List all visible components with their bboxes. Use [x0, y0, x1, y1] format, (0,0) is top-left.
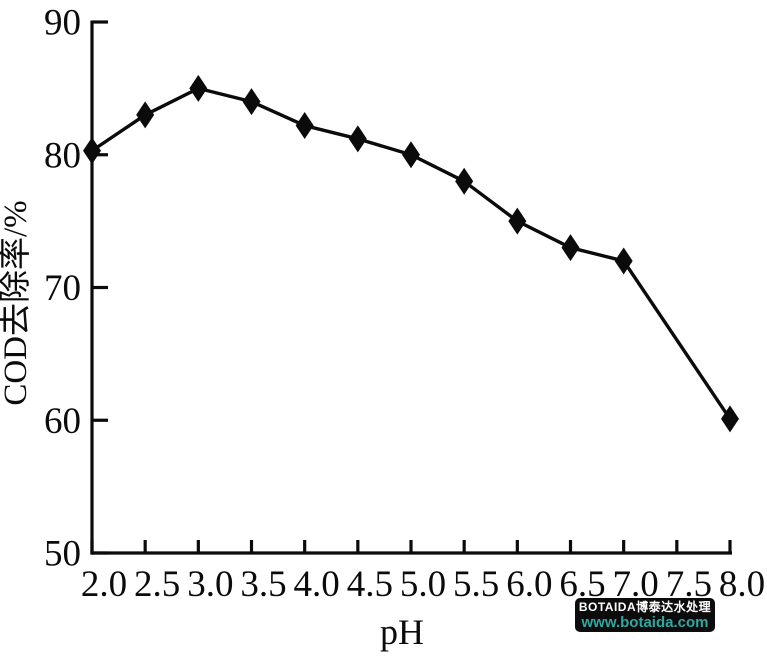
watermark-url-text: www.botaida.com — [581, 613, 709, 631]
x-tick-label: 6.0 — [506, 564, 552, 605]
y-tick-label: 50 — [44, 534, 81, 575]
series-line — [91, 86, 732, 420]
data-point-marker — [83, 137, 101, 165]
axes — [90, 20, 732, 555]
data-point-marker — [721, 405, 739, 433]
x-axis-title: pH — [380, 612, 424, 652]
x-tick-label: 4.0 — [294, 564, 340, 605]
data-point-marker — [295, 112, 314, 140]
x-tick-label: 5.0 — [400, 564, 446, 605]
data-point-marker — [455, 167, 474, 195]
y-tick-label: 80 — [44, 135, 81, 176]
x-tick-label: 8.0 — [719, 564, 765, 605]
data-point-marker — [242, 88, 261, 116]
y-tick-label: 60 — [44, 401, 81, 442]
watermark-brand-text: BOTAIDA博泰达水处理 — [578, 599, 712, 614]
x-tick-label: 3.0 — [187, 564, 233, 605]
x-tick-label: 2.5 — [134, 564, 180, 605]
x-tick-label: 4.5 — [347, 564, 393, 605]
data-point-marker — [189, 74, 208, 102]
x-tick-label: 3.5 — [240, 564, 286, 605]
y-tick-label: 90 — [44, 3, 81, 44]
data-point-marker — [614, 247, 633, 275]
y-tick-label: 70 — [44, 268, 81, 309]
data-point-marker — [561, 234, 580, 262]
data-series — [83, 74, 739, 433]
watermark-badge: BOTAIDA博泰达水处理 www.botaida.com — [575, 598, 715, 632]
x-tick-label: 5.5 — [453, 564, 499, 605]
data-point-marker — [508, 207, 527, 235]
axis-ticks — [90, 20, 732, 555]
data-point-marker — [402, 141, 420, 169]
y-axis-title: COD去除率/% — [0, 200, 34, 405]
data-point-marker — [136, 101, 155, 129]
data-point-marker — [348, 125, 367, 153]
x-tick-label: 2.0 — [81, 564, 127, 605]
